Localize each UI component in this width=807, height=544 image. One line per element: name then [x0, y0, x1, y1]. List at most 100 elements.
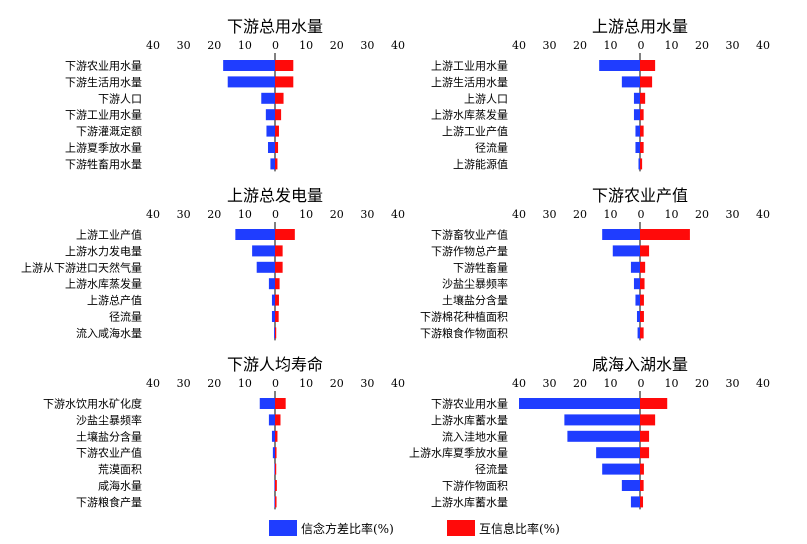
bar-mutual: [275, 447, 277, 459]
bar-entropy: [259, 398, 275, 409]
tick-label: 10: [665, 39, 679, 52]
category-label: 下游农业用水量: [65, 59, 142, 73]
bar-entropy: [274, 463, 275, 475]
category-label: 沙盐尘暴频率: [76, 413, 142, 427]
bar-entropy: [227, 76, 275, 88]
tick-label: 30: [360, 208, 374, 221]
bar-entropy: [635, 125, 640, 137]
tick-label: 20: [695, 377, 709, 390]
bar-mutual: [275, 60, 294, 71]
tick-label: 10: [238, 39, 252, 52]
tick-label: 20: [207, 39, 221, 52]
bar-entropy: [271, 430, 275, 442]
bar-mutual: [275, 76, 294, 88]
bar-entropy: [633, 92, 640, 104]
bar-entropy: [274, 480, 275, 491]
category-label: 上游水库蓄水量: [431, 414, 508, 427]
category-label: 下游作物总产量: [431, 244, 508, 258]
panel-title: 咸海入湖水量: [592, 355, 688, 374]
bar-mutual: [640, 125, 644, 137]
tick-label: 40: [146, 39, 160, 52]
tick-label: 0: [272, 39, 279, 52]
category-label: 沙盐尘暴频率: [442, 277, 508, 291]
category-label: 土壤盐分含量: [442, 293, 508, 307]
tick-label: 10: [665, 377, 679, 390]
category-label: 咸海水量: [98, 479, 142, 493]
tick-label: 30: [177, 377, 191, 390]
bar-entropy: [265, 109, 275, 121]
category-label: 下游农业产值: [76, 446, 142, 460]
bar-entropy: [268, 414, 275, 426]
tick-label: 40: [512, 377, 526, 390]
tick-label: 0: [638, 377, 645, 390]
tick-label: 40: [391, 377, 405, 390]
legend-label-entropy: 信念方差比率(%): [301, 521, 394, 536]
bar-entropy: [599, 60, 640, 71]
category-label: 下游灌溉定额: [76, 124, 142, 138]
category-label: 上游夏季放水量: [65, 141, 142, 155]
bar-entropy: [602, 463, 640, 475]
bar-mutual: [640, 245, 650, 257]
bar-mutual: [640, 398, 668, 409]
bar-entropy: [274, 496, 275, 508]
category-label: 上游工业产值: [76, 228, 142, 242]
bar-entropy: [267, 142, 275, 153]
tick-label: 40: [756, 39, 770, 52]
panel-title: 下游农业产值: [592, 186, 688, 205]
tick-label: 30: [360, 39, 374, 52]
tick-label: 30: [726, 208, 740, 221]
tick-label: 20: [573, 39, 587, 52]
legend-mutual: 互信息比率(%): [447, 519, 560, 537]
category-label: 径流量: [475, 462, 508, 476]
bar-entropy: [567, 430, 640, 442]
bar-mutual: [640, 92, 646, 104]
bar-mutual: [275, 278, 280, 290]
tick-label: 10: [604, 377, 618, 390]
bar-mutual: [275, 311, 279, 322]
legend-entropy: 信念方差比率(%): [269, 519, 394, 537]
tick-label: 10: [238, 377, 252, 390]
category-label: 上游水库蒸发量: [431, 108, 508, 122]
category-label: 下游生活用水量: [65, 75, 142, 89]
bar-entropy: [635, 142, 640, 153]
bar-entropy: [596, 447, 640, 459]
bar-entropy: [235, 229, 275, 240]
category-label: 下游人口: [98, 92, 142, 105]
bar-mutual: [640, 109, 644, 121]
category-label: 流入洼地水量: [442, 429, 508, 443]
bar-mutual: [275, 327, 277, 339]
tick-label: 0: [272, 208, 279, 221]
tick-label: 20: [573, 208, 587, 221]
category-label: 下游粮食作物面积: [420, 326, 508, 340]
bar-entropy: [271, 294, 275, 306]
bar-entropy: [621, 480, 640, 491]
bar-entropy: [266, 125, 275, 137]
category-label: 流入咸海水量: [76, 326, 142, 340]
category-label: 荒漠面积: [98, 463, 142, 476]
tick-label: 40: [756, 208, 770, 221]
tick-label: 20: [695, 208, 709, 221]
tick-label: 40: [756, 377, 770, 390]
bar-entropy: [630, 496, 640, 508]
category-label: 上游工业产值: [442, 124, 508, 138]
tick-label: 30: [360, 377, 374, 390]
tick-label: 30: [543, 377, 557, 390]
bar-entropy: [621, 76, 640, 88]
bar-mutual: [640, 261, 646, 273]
bar-mutual: [275, 414, 281, 426]
tick-label: 40: [391, 208, 405, 221]
tick-label: 40: [146, 377, 160, 390]
tick-label: 10: [604, 208, 618, 221]
category-label: 上游能源值: [453, 157, 508, 171]
bar-entropy: [261, 92, 275, 104]
bar-mutual: [640, 447, 650, 459]
bar-mutual: [275, 261, 283, 273]
bar-mutual: [275, 245, 283, 257]
bar-entropy: [602, 229, 640, 240]
bar-entropy: [638, 158, 640, 170]
bar-mutual: [640, 76, 653, 88]
category-label: 下游水饮用水矿化度: [43, 397, 142, 411]
tick-label: 40: [146, 208, 160, 221]
tick-label: 30: [177, 208, 191, 221]
tick-label: 30: [177, 39, 191, 52]
